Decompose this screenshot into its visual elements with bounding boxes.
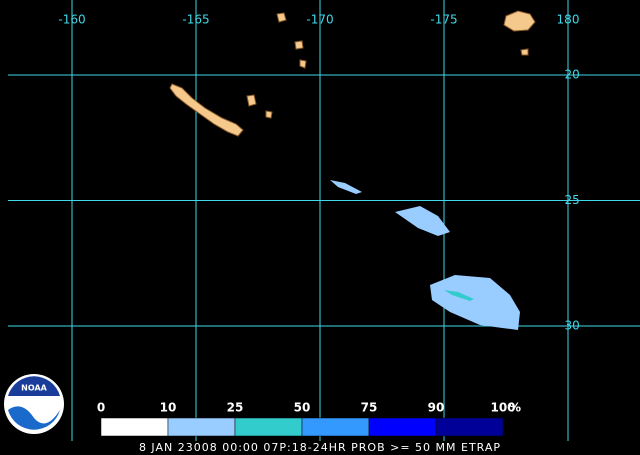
legend-swatch — [435, 417, 504, 437]
lon-label: -160 — [58, 13, 85, 27]
legend: 0 10 25 50 75 90 100% — [97, 401, 521, 437]
legend-label: 75 — [361, 401, 378, 415]
lon-label: -175 — [430, 13, 457, 27]
lat-label: -20 — [560, 68, 580, 82]
legend-swatch — [234, 417, 303, 437]
lat-label: -25 — [560, 193, 580, 207]
legend-swatch — [301, 417, 370, 437]
lon-label: -165 — [182, 13, 209, 27]
logo-text: NOAA — [21, 384, 47, 393]
noaa-logo: NOAA — [4, 374, 64, 434]
lat-label: -30 — [560, 319, 580, 333]
legend-label: 25 — [227, 401, 244, 415]
lon-label: -170 — [306, 13, 333, 27]
lon-label: 180 — [557, 13, 580, 27]
legend-label: 50 — [294, 401, 311, 415]
caption-bar — [0, 441, 640, 455]
legend-swatch — [167, 417, 236, 437]
legend-swatch — [100, 417, 169, 437]
legend-label: 90 — [428, 401, 445, 415]
legend-label: 100 — [490, 401, 515, 415]
graticule: -160 -165 -170 -175 180 -20 -25 -30 — [8, 0, 640, 441]
legend-label: 10 — [160, 401, 177, 415]
legend-unit: % — [509, 401, 521, 415]
probability-areas — [330, 180, 520, 330]
land — [169, 10, 536, 137]
legend-label: 0 — [97, 401, 105, 415]
legend-swatch — [368, 417, 437, 437]
caption: 8 JAN 23008 00:00 07P:18-24HR PROB >= 50… — [139, 441, 501, 454]
